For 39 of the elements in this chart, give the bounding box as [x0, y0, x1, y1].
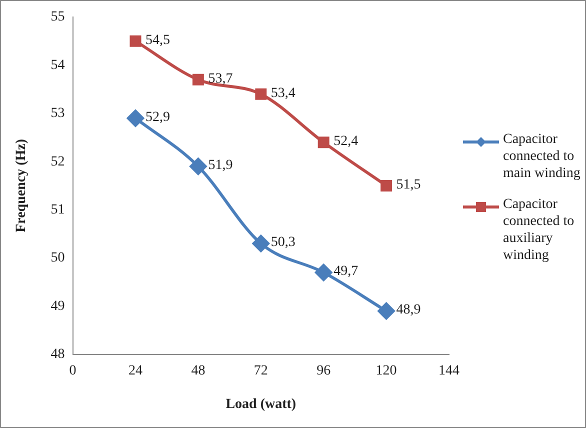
point [252, 235, 270, 252]
x-axis-title: Load (watt) [226, 397, 296, 412]
y-tick-label: 52 [50, 154, 65, 170]
legend-label: Capacitor connected to main winding [503, 132, 580, 181]
point [380, 180, 392, 192]
data-label: 53,4 [270, 86, 296, 101]
x-tick-label: 0 [69, 363, 76, 378]
legend-label: Capacitor connected to auxiliary winding [503, 197, 574, 263]
y-axis-title: Frequency (Hz) [14, 138, 30, 232]
point [127, 110, 144, 127]
data-label: 53,7 [208, 71, 233, 86]
y-tick-label: 53 [50, 106, 65, 122]
x-tick-label: 48 [191, 363, 206, 378]
point [315, 264, 332, 281]
point [130, 35, 142, 47]
data-label: 51,9 [208, 158, 233, 174]
y-tick-label: 48 [50, 347, 65, 362]
y-tick-label: 50 [50, 250, 65, 266]
data-label: 50,3 [270, 235, 296, 250]
y-tick-label: 49 [50, 298, 65, 314]
point [190, 158, 207, 175]
x-tick-label: 24 [128, 363, 142, 378]
point [192, 74, 204, 86]
x-tick-label: 120 [376, 363, 397, 378]
y-tick-label: 54 [50, 58, 65, 73]
y-tick-label: 55 [50, 10, 65, 25]
data-label: 48,9 [396, 302, 421, 318]
x-tick-label: 72 [254, 363, 268, 378]
x-tick-label: 96 [316, 363, 331, 378]
data-label: 51,5 [396, 177, 421, 192]
data-label: 49,7 [334, 264, 358, 280]
point [378, 302, 395, 320]
x-tick-label: 144 [438, 363, 460, 378]
y-tick-label: 51 [50, 202, 65, 218]
point [255, 88, 267, 100]
data-label: 52,9 [146, 110, 170, 125]
data-label: 52,4 [334, 134, 358, 149]
data-label: 54,5 [146, 32, 170, 48]
point [318, 136, 330, 148]
